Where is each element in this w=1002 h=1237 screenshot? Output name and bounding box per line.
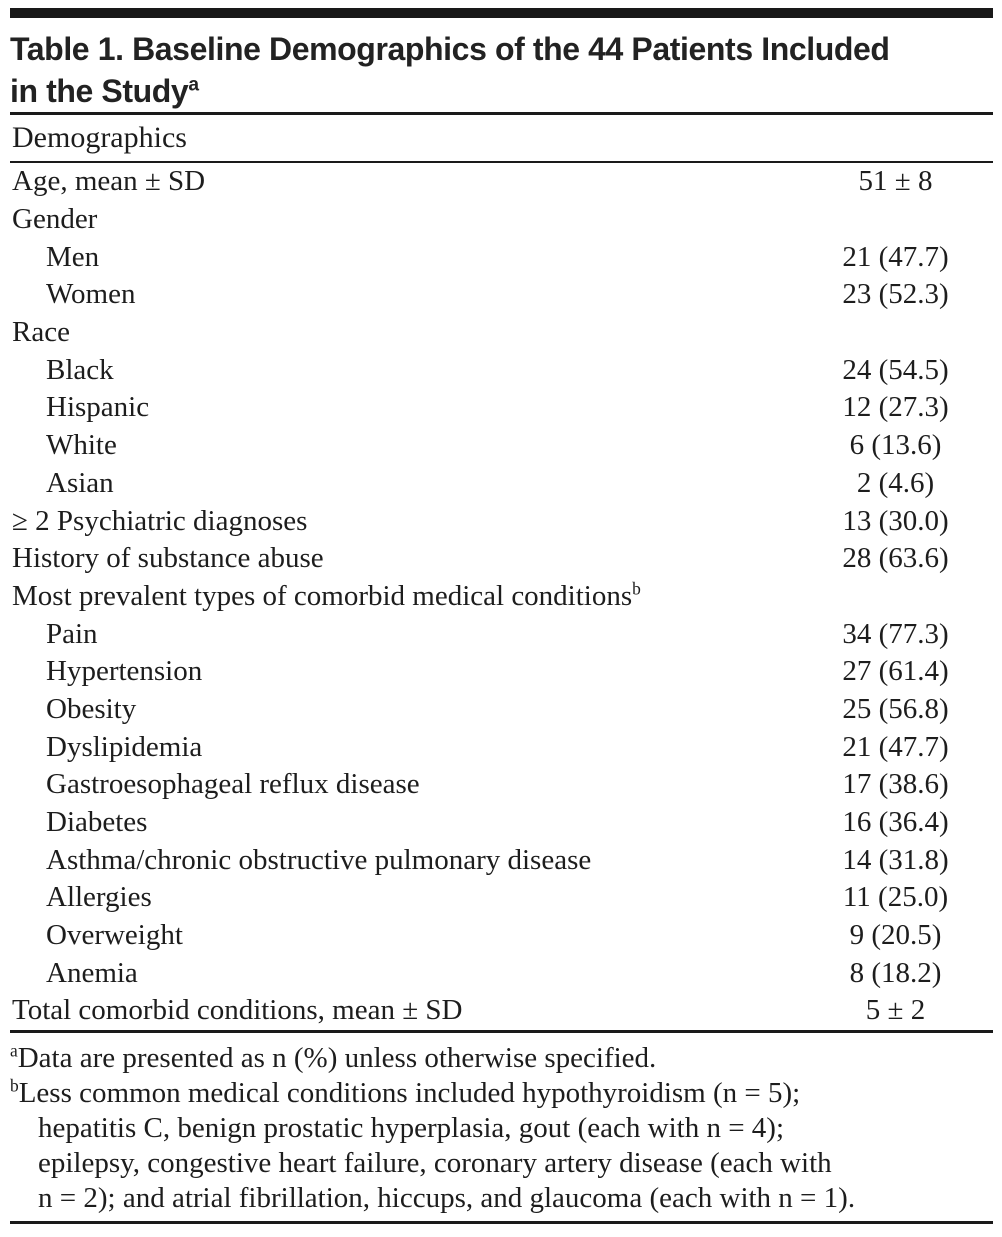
table-row: Most prevalent types of comorbid medical…: [10, 578, 993, 616]
table-row: Total comorbid conditions, mean ± SD 5 ± …: [10, 992, 993, 1030]
table-row: Women 23 (52.3): [10, 276, 993, 314]
row-value: 12 (27.3): [842, 391, 949, 424]
table-row: Hispanic 12 (27.3): [10, 389, 993, 427]
table-title-line2: in the Studya: [10, 73, 199, 109]
row-label: Most prevalent types of comorbid medical…: [12, 578, 641, 612]
table-title: Table 1. Baseline Demographics of the 44…: [10, 28, 993, 112]
footnote-first-line: bLess common medical conditions included…: [10, 1075, 801, 1109]
table-row: History of substance abuse 28 (63.6): [10, 540, 993, 578]
table-row: Hypertension 27 (61.4): [10, 653, 993, 691]
row-value: 17 (38.6): [842, 768, 949, 801]
row-value: 34 (77.3): [842, 617, 949, 650]
footnote-continuation-line: epilepsy, congestive heart failure, coro…: [38, 1146, 832, 1179]
footnote-marker: a: [10, 1040, 18, 1061]
row-label: Race: [12, 316, 70, 349]
divider-rule-above-footnotes: [10, 1029, 993, 1033]
table-row: Men 21 (47.7): [10, 238, 993, 276]
footnote-continuation-line: n = 2); and atrial fibrillation, hiccups…: [38, 1181, 856, 1214]
table-row: Black 24 (54.5): [10, 351, 993, 389]
table-row: Gender: [10, 201, 993, 239]
row-value: 6 (13.6): [849, 429, 942, 462]
table-row: Anemia 8 (18.2): [10, 954, 993, 992]
row-label: Allergies: [46, 881, 152, 914]
table-row: Overweight 9 (20.5): [10, 917, 993, 955]
row-label: Gender: [12, 203, 98, 236]
row-value: 51 ± 8: [858, 165, 933, 198]
table-row: Gastroesophageal reflux disease 17 (38.6): [10, 766, 993, 804]
bottom-rule: [10, 1220, 993, 1224]
row-value: 9 (20.5): [849, 919, 942, 952]
footnote-marker: b: [10, 1075, 19, 1096]
row-value: 28 (63.6): [842, 542, 949, 575]
table-row: Asthma/chronic obstructive pulmonary dis…: [10, 841, 993, 879]
row-value: 27 (61.4): [842, 655, 949, 688]
row-label: Dyslipidemia: [46, 730, 203, 763]
footnote-continuation-line: hepatitis C, benign prostatic hyperplasi…: [38, 1111, 785, 1144]
row-label: Total comorbid conditions, mean ± SD: [12, 994, 463, 1027]
row-value: 23 (52.3): [842, 278, 949, 311]
row-value: 16 (36.4): [842, 806, 949, 839]
row-label: Black: [46, 353, 114, 386]
row-label-footnote-marker: b: [632, 578, 641, 599]
table-row: Pain 34 (77.3): [10, 615, 993, 653]
footnotes: aData are presented as n (%) unless othe…: [10, 1041, 993, 1216]
table-title-line1: Table 1. Baseline Demographics of the 44…: [10, 31, 890, 67]
row-value: 5 ± 2: [865, 994, 926, 1027]
row-label: Gastroesophageal reflux disease: [46, 768, 420, 801]
row-label: Overweight: [46, 919, 183, 952]
top-black-bar: [10, 8, 993, 18]
row-label: Pain: [46, 617, 98, 650]
row-label: Hispanic: [46, 391, 150, 424]
row-label: Hypertension: [46, 655, 203, 688]
row-label: Men: [46, 240, 100, 273]
column-header: Demographics: [12, 121, 187, 154]
row-label: Obesity: [46, 692, 137, 725]
divider-rule-under-header: [10, 161, 993, 163]
table-row: Allergies 11 (25.0): [10, 879, 993, 917]
row-label: Age, mean ± SD: [12, 165, 206, 198]
table-body: Age, mean ± SD 51 ± 8 Gender Men 21 (47.7) Wo…: [10, 163, 993, 1030]
row-label: Diabetes: [46, 806, 148, 839]
row-label: ≥ 2 Psychiatric diagnoses: [12, 504, 308, 537]
table-row: ≥ 2 Psychiatric diagnoses 13 (30.0): [10, 502, 993, 540]
row-label: History of substance abuse: [12, 542, 324, 575]
row-value: 8 (18.2): [849, 956, 942, 989]
row-label: White: [46, 429, 117, 462]
row-label: Anemia: [46, 956, 138, 989]
table-row: Dyslipidemia 21 (47.7): [10, 728, 993, 766]
row-value: 21 (47.7): [842, 730, 949, 763]
row-value: 24 (54.5): [842, 353, 949, 386]
table-row: Age, mean ± SD 51 ± 8: [10, 163, 993, 201]
row-label: Asthma/chronic obstructive pulmonary dis…: [46, 843, 592, 876]
row-value: 14 (31.8): [842, 843, 949, 876]
footnote-first-line: aData are presented as n (%) unless othe…: [10, 1040, 657, 1074]
row-label: Women: [46, 278, 136, 311]
table-row: Asian 2 (4.6): [10, 465, 993, 503]
table-row: Race: [10, 314, 993, 352]
divider-rule-under-title: [10, 112, 993, 115]
row-label: Asian: [46, 466, 114, 499]
row-value: 2 (4.6): [856, 466, 935, 499]
row-value: 25 (56.8): [842, 692, 949, 725]
row-value: 13 (30.0): [842, 504, 949, 537]
table-row: White 6 (13.6): [10, 427, 993, 465]
table-title-footnote-marker: a: [188, 74, 199, 96]
row-value: 21 (47.7): [842, 240, 949, 273]
table-row: Obesity 25 (56.8): [10, 691, 993, 729]
table-row: Diabetes 16 (36.4): [10, 804, 993, 842]
row-value: 11 (25.0): [842, 881, 949, 914]
